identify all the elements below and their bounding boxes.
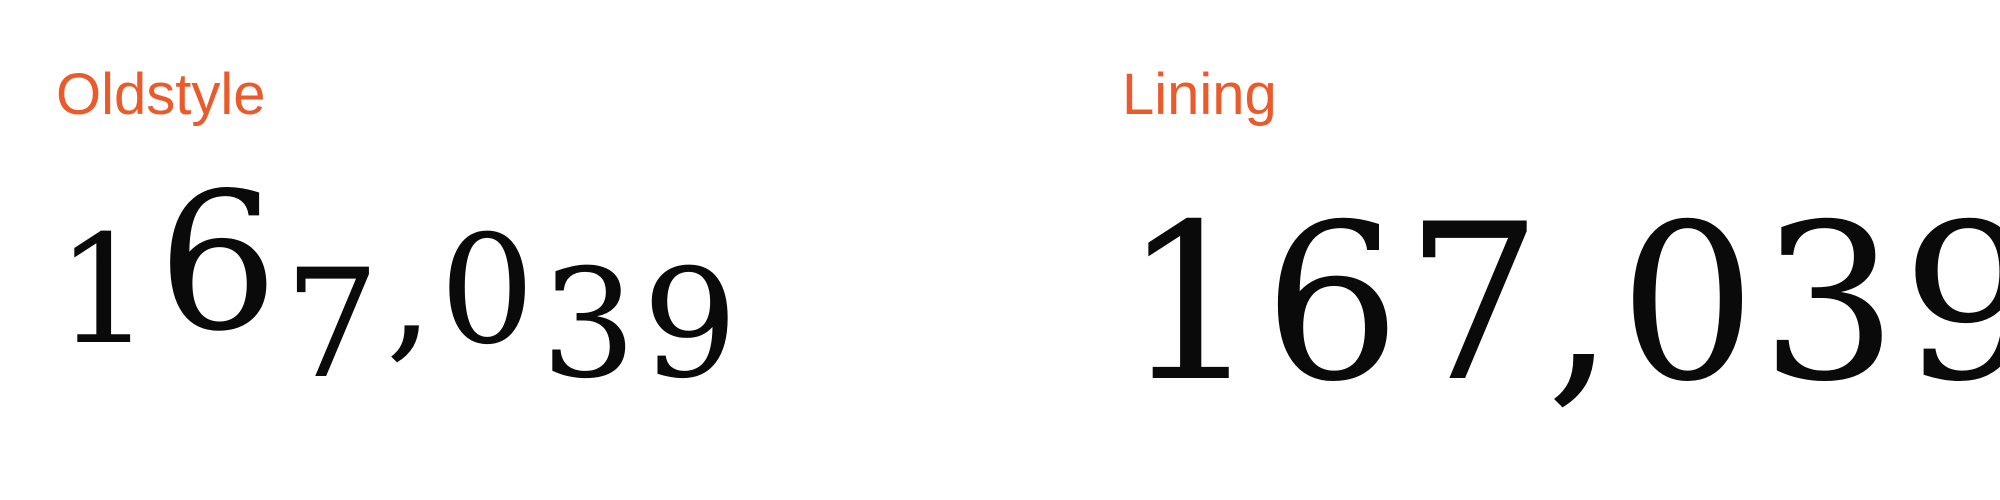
oldstyle-numeral: 167,039 (56, 168, 744, 401)
oldstyle-comma: , (385, 204, 440, 378)
lining-numeral: 167,039 (1122, 178, 2000, 429)
lining-label: Lining (1122, 62, 1277, 127)
oldstyle-digit-3: 3 (540, 238, 643, 412)
oldstyle-digit-9: 9 (642, 238, 744, 412)
oldstyle-label: Oldstyle (56, 62, 266, 127)
oldstyle-digit-1: 1 (56, 204, 158, 378)
oldstyle-digit-7: 7 (284, 238, 386, 412)
lining-panel: Lining 167,039 (1122, 0, 2000, 500)
oldstyle-digit-0: 0 (439, 204, 541, 378)
oldstyle-panel: Oldstyle 167,039 (56, 0, 956, 500)
oldstyle-digit-6: 6 (157, 152, 285, 373)
